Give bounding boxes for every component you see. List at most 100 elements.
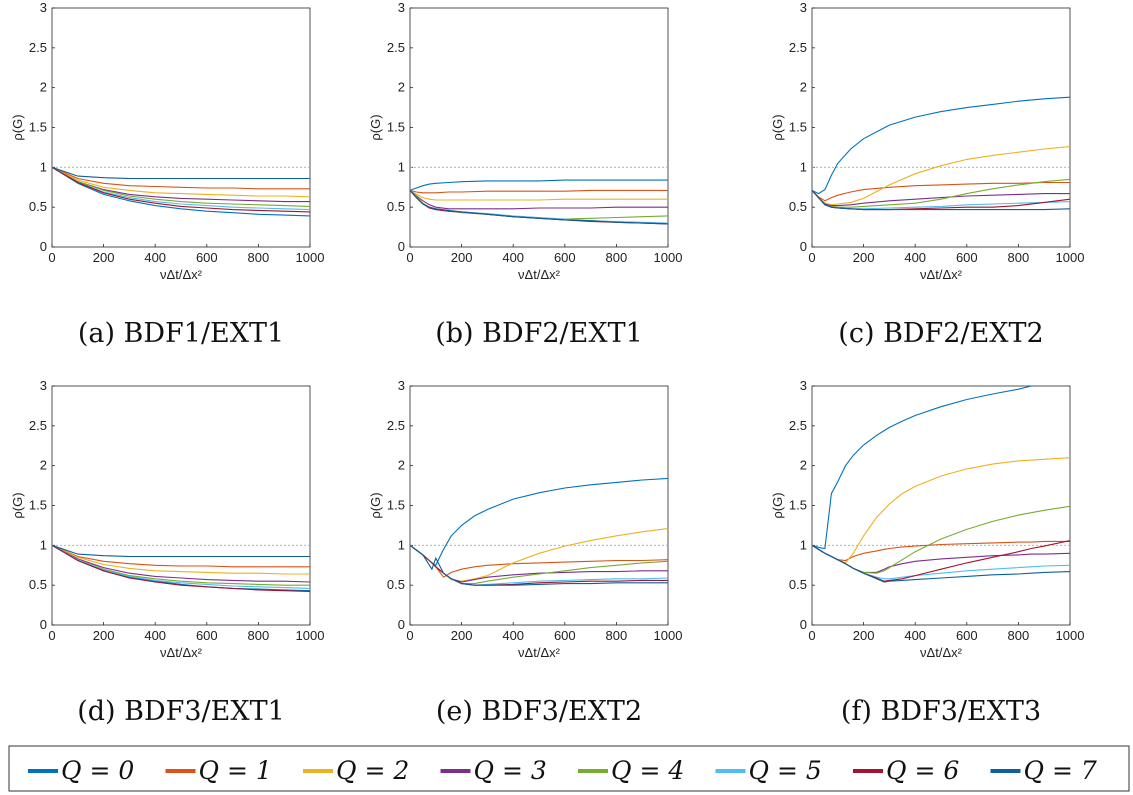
y-tick-label: 1.5 [789,498,807,513]
series-line-q2 [51,166,311,198]
x-tick-label: 200 [451,250,473,265]
chart-panel: 0 200 400 600 800 1000 0 0.5 1 1.5 2 2.5 3 νΔt/Δx² ρ(G… [10,378,324,727]
y-tick-label: 2.5 [29,40,47,55]
legend-label-q0: Q = 0 [61,756,134,785]
legend-label-q1: Q = 1 [199,756,272,785]
y-tick-label: 3 [40,0,47,15]
y-tick-label: 1 [800,537,807,552]
x-axis-label: νΔt/Δx² [160,267,203,282]
plot-area [409,385,669,626]
plot-area [811,7,1071,248]
series-line-q2 [811,146,1071,206]
x-tick-label: 1000 [654,250,683,265]
x-tick-label: 1000 [1056,250,1085,265]
y-tick-label: 2 [40,80,47,95]
y-tick-label: 3 [800,378,807,393]
x-tick-label: 400 [502,628,524,643]
series-line-q7 [811,190,1071,211]
y-tick-label: 1.5 [387,120,405,135]
x-tick-label: 400 [904,250,926,265]
x-tick-label: 400 [144,628,166,643]
y-tick-label: 1.5 [387,498,405,513]
legend-label-q5: Q = 5 [749,756,822,785]
y-tick-label: 2 [800,458,807,473]
series-line-q1 [811,181,1070,202]
y-tick-label: 3 [800,0,807,15]
x-tick-label: 600 [956,628,978,643]
x-axis-label: νΔt/Δx² [518,267,561,282]
chart-panel: 0 200 400 600 800 1000 0 0.5 1 1.5 2 2.5 3 νΔt/Δx² ρ(G… [770,378,1084,727]
x-tick-label: 800 [606,628,628,643]
chart-panel: 0 200 400 600 800 1000 0 0.5 1 1.5 2 2.5 3 νΔt/Δx² ρ(G… [368,0,682,349]
x-tick-label: 200 [853,628,875,643]
x-tick-label: 1000 [1056,628,1085,643]
legend: Q = 0 Q = 1 Q = 2 Q = 3 Q = 4 Q = 5 Q = 6 Q = 7 [8,745,1130,792]
panel-caption: (a) BDF1/EXT1 [78,318,284,349]
series-line-q0 [409,179,668,191]
x-tick-label: 0 [406,628,413,643]
y-tick-label: 2.5 [29,418,47,433]
y-tick-label: 1 [398,537,405,552]
y-tick-label: 0 [800,617,807,632]
y-tick-label: 1 [800,159,807,174]
x-tick-label: 600 [554,628,576,643]
plot-area [51,7,311,248]
x-tick-label: 1000 [296,250,325,265]
y-axis-label: ρ(G) [770,114,785,140]
y-axis-label: ρ(G) [770,492,785,518]
x-tick-label: 800 [1008,250,1030,265]
y-tick-label: 1.5 [29,498,47,513]
y-tick-label: 2 [40,458,47,473]
series-line-q0 [811,96,1071,195]
chart-panel: 0 200 400 600 800 1000 0 0.5 1 1.5 2 2.5 3 νΔt/Δx² ρ(G… [10,0,324,349]
legend-label-q3: Q = 3 [474,756,547,785]
y-tick-label: 0.5 [387,577,405,592]
series-line-q0 [51,166,311,217]
x-axis-label: νΔt/Δx² [160,645,203,660]
y-tick-label: 0.5 [29,199,47,214]
y-tick-label: 1 [398,159,405,174]
y-tick-label: 2 [398,80,405,95]
y-tick-label: 0 [40,617,47,632]
x-tick-label: 600 [956,250,978,265]
series-line-q3 [409,189,668,210]
y-tick-label: 0.5 [789,199,807,214]
y-tick-label: 0 [398,617,405,632]
x-tick-label: 800 [248,628,270,643]
legend-label-q2: Q = 2 [336,756,409,785]
y-tick-label: 2.5 [789,418,807,433]
y-tick-label: 3 [398,0,405,15]
series-line-q1 [51,544,310,568]
series-line-q7 [51,544,310,558]
x-tick-label: 0 [48,628,55,643]
y-axis-label: ρ(G) [10,492,25,518]
x-tick-label: 600 [196,250,218,265]
series-line-q6 [51,544,311,593]
x-tick-label: 800 [248,250,270,265]
y-tick-label: 0.5 [387,199,405,214]
y-tick-label: 0.5 [789,577,807,592]
series-line-q0 [811,385,1032,550]
x-tick-label: 0 [406,250,413,265]
y-tick-label: 0 [398,239,405,254]
chart-panel: 0 200 400 600 800 1000 0 0.5 1 1.5 2 2.5 3 νΔt/Δx² ρ(G… [368,378,682,727]
x-tick-label: 0 [808,628,815,643]
y-axis-label: ρ(G) [10,114,25,140]
series-line-q1 [51,166,310,190]
y-axis-label: ρ(G) [368,114,383,140]
panel-caption: (c) BDF2/EXT2 [838,318,1043,349]
series-line-q7 [811,544,1071,583]
x-tick-label: 400 [144,250,166,265]
x-tick-label: 200 [93,250,115,265]
y-tick-label: 1.5 [789,120,807,135]
series-line-q5 [51,544,311,589]
x-tick-label: 800 [606,250,628,265]
chart-panel: 0 200 400 600 800 1000 0 0.5 1 1.5 2 2.5 3 νΔt/Δx² ρ(G… [770,0,1084,349]
y-tick-label: 2 [800,80,807,95]
x-tick-label: 800 [1008,628,1030,643]
panel-caption: (e) BDF3/EXT2 [436,696,642,727]
panel-caption: (b) BDF2/EXT1 [435,318,643,349]
x-tick-label: 400 [502,250,524,265]
legend-label-q4: Q = 4 [611,756,684,785]
